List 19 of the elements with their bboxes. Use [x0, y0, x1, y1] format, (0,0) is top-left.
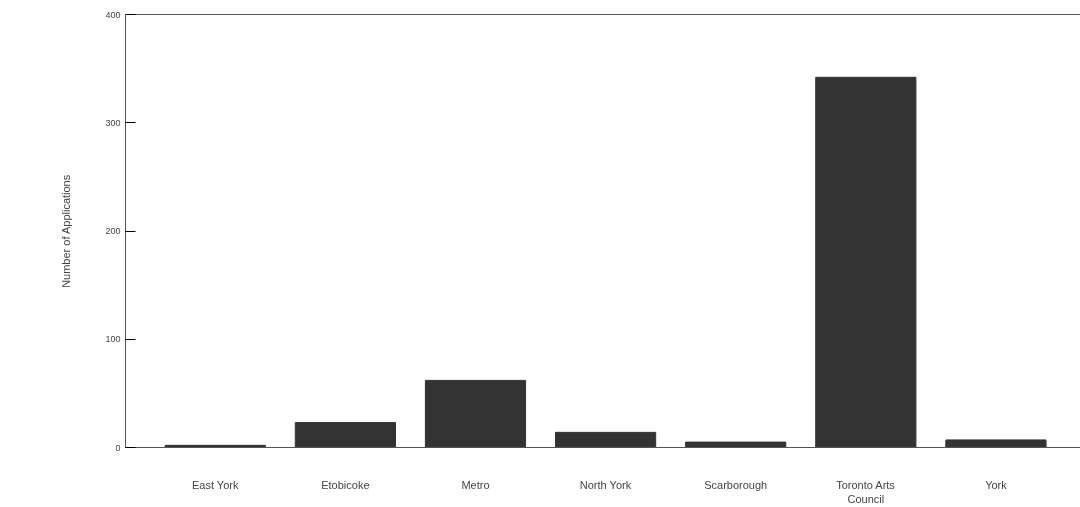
- y-tick-label: 400: [105, 9, 121, 20]
- y-axis-title: Number of Applications: [60, 174, 73, 288]
- x-tick-label: North York: [579, 478, 632, 491]
- bar: [555, 431, 657, 448]
- x-tick-label: York: [985, 478, 1008, 491]
- bar: [294, 422, 396, 448]
- bar: [945, 439, 1047, 448]
- x-tick-label: East York: [191, 478, 239, 491]
- y-tick-label: 300: [105, 117, 121, 128]
- x-tick-label: Etobicoke: [321, 478, 370, 491]
- x-tick-label: Metro: [461, 478, 490, 491]
- y-tick-label: 200: [105, 226, 121, 236]
- bar: [685, 441, 787, 448]
- bar: [815, 76, 917, 448]
- x-tick-label: Scarborough: [704, 478, 768, 491]
- y-tick-label: 100: [105, 334, 121, 345]
- x-tick-label: Toronto Arts Council: [836, 478, 896, 505]
- y-tick-label: 0: [115, 442, 121, 453]
- bar: [424, 379, 527, 448]
